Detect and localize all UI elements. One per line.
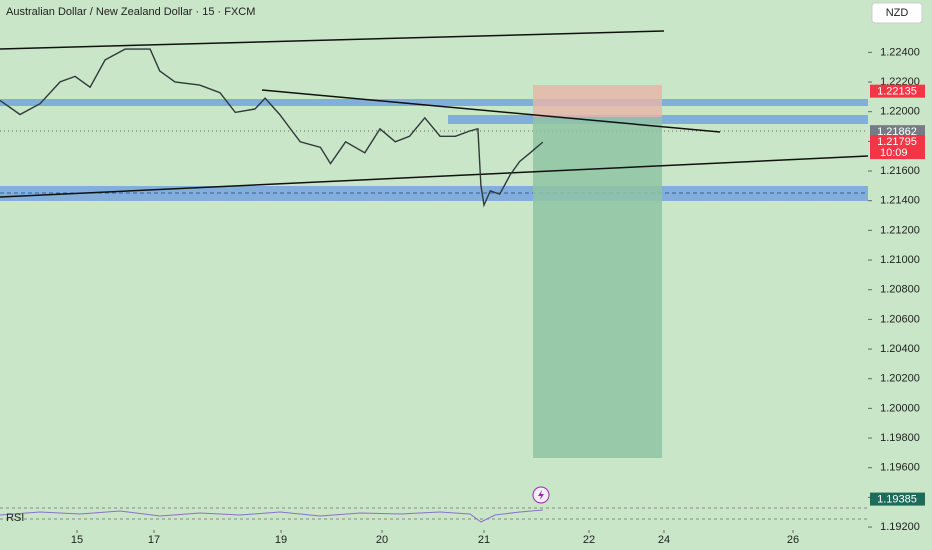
price-marker-label: 1.21795 (877, 136, 917, 148)
rsi-line (0, 509, 544, 523)
y-tick-label: 1.20800 (880, 284, 920, 296)
x-tick-label: 21 (478, 534, 490, 546)
countdown-label: 10:09 (880, 147, 908, 159)
x-tick-label: 20 (376, 534, 388, 546)
stop-zone (533, 85, 662, 117)
x-tick-label: 24 (658, 534, 670, 546)
zone (0, 99, 868, 106)
y-tick-label: 1.19600 (880, 462, 920, 474)
currency-label: NZD (886, 7, 909, 19)
x-tick-label: 26 (787, 534, 799, 546)
price-marker (870, 84, 925, 98)
price-marker-label: 1.21862 (877, 126, 917, 138)
indicator-label: RSI (6, 512, 24, 524)
price-marker-label: 1.19385 (877, 493, 917, 505)
y-tick-label: 1.21600 (880, 165, 920, 177)
x-tick-label: 17 (148, 534, 160, 546)
target-zone (533, 117, 662, 458)
trend-line (0, 30, 665, 50)
x-tick-label: 15 (71, 534, 83, 546)
y-tick-label: 1.20600 (880, 313, 920, 325)
currency-button[interactable] (871, 2, 923, 24)
trend-line (261, 89, 721, 133)
price-marker-label: 1.22135 (877, 86, 917, 98)
y-tick-label: 1.19200 (880, 521, 920, 533)
y-tick-label: 1.21400 (880, 195, 920, 207)
y-tick-label: 1.22000 (880, 106, 920, 118)
chart-title: Australian Dollar / New Zealand Dollar ·… (6, 6, 255, 18)
y-tick-label: 1.20000 (880, 402, 920, 414)
y-tick-label: 1.21200 (880, 224, 920, 236)
y-tick-label: 1.22400 (880, 46, 920, 58)
x-tick-label: 22 (583, 534, 595, 546)
y-tick-label: 1.21000 (880, 254, 920, 266)
y-tick-label: 1.19800 (880, 432, 920, 444)
price-marker (870, 125, 925, 139)
x-tick-label: 19 (275, 534, 287, 546)
price-marker (870, 492, 925, 506)
price-line (0, 48, 544, 208)
alert-bolt (538, 490, 544, 500)
price-marker (870, 135, 925, 160)
y-tick-label: 1.20400 (880, 343, 920, 355)
y-tick-label: 1.20200 (880, 373, 920, 385)
trend-line (0, 155, 869, 198)
